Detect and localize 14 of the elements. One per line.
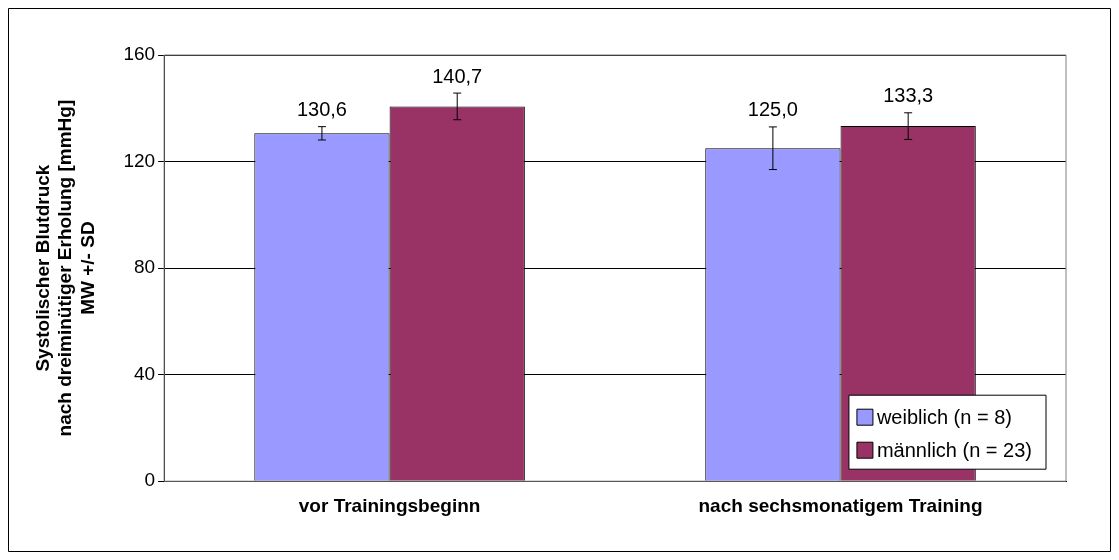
x-tick-label: vor Trainingsbeginn — [298, 494, 481, 516]
legend-label: weiblich (n = 8) — [875, 405, 1012, 428]
y-axis-title: Systolischer Blutdruck nach dreiminütiger Erholung [mmHg] MW +/- SD — [31, 99, 99, 437]
data-label: 140,7 — [432, 64, 483, 87]
legend-label: männlich (n = 23) — [876, 438, 1032, 461]
data-label: 125,0 — [747, 98, 798, 121]
data-label: 130,6 — [296, 98, 347, 121]
y-tick-label: 120 — [123, 149, 156, 171]
y-tick-label: 0 — [144, 469, 156, 491]
y-tick-label: 80 — [133, 256, 156, 278]
data-label: 133,3 — [883, 84, 934, 107]
y-tick-label: 40 — [133, 362, 156, 384]
x-tick-label: nach sechsmonatigem Training — [698, 494, 983, 516]
y-tick-label: 160 — [123, 43, 156, 65]
